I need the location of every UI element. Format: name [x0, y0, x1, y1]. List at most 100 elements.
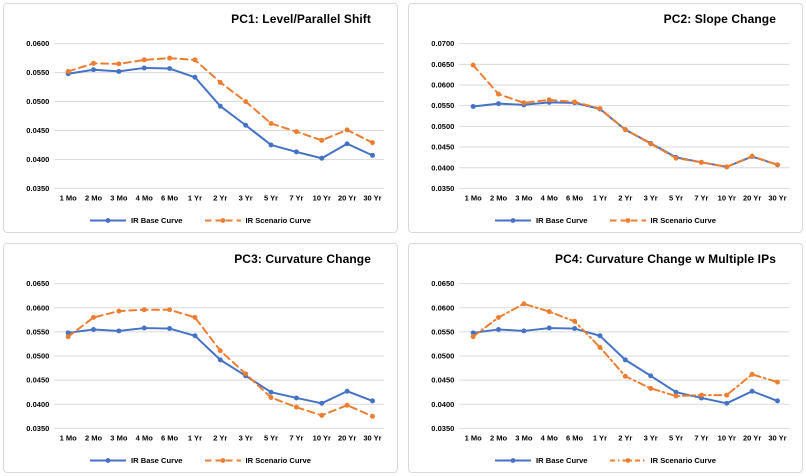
scenario-data-point-marker [370, 140, 375, 146]
x-tick-label: 4 Mo [136, 433, 154, 442]
plot-area: 0.0650 0.0600 0.0550 0.0500 0.0450 0.0400 0.03… [431, 279, 790, 442]
base-data-point-marker [496, 101, 501, 107]
x-tick-label: 7 Yr [694, 433, 708, 442]
x-tick-label: 5 Yr [264, 433, 278, 442]
scenario-data-point-marker [243, 99, 249, 105]
x-tick-label: 3 Yr [644, 193, 658, 202]
scenario-data-point-marker [293, 129, 299, 135]
chart-pc2-slope-change: PC2: Slope Change 0.0700 0.0650 0.0600 0.05… [408, 3, 803, 233]
y-tick-label: 0.0450 [26, 126, 49, 135]
scenario-data-point-marker [572, 318, 578, 324]
x-tick-label: 1 Mo [60, 193, 78, 202]
scenario-data-point-marker [572, 99, 578, 105]
y-tick-label: 0.0350 [26, 424, 49, 433]
scenario-data-point-marker [116, 61, 122, 67]
chart-pc1-level-parallel-shift: PC1: Level/Parallel Shift 0.0600 0.0550 0.… [3, 3, 398, 233]
base-data-point-marker [546, 325, 552, 331]
y-tick-label: 0.0600 [26, 303, 49, 312]
chart-pc4-curvature-change-multiple-ips: PC4: Curvature Change w Multiple IPs 0.0… [408, 243, 803, 473]
y-tick-label: 0.0500 [26, 97, 49, 106]
scenario-data-point-marker [546, 309, 552, 315]
scenario-data-point-marker [344, 402, 350, 408]
x-tick-label: 2 Mo [85, 193, 103, 202]
scenario-data-point-marker [319, 137, 325, 143]
chart-title: PC2: Slope Change [663, 12, 776, 26]
legend-item-ir-scenario-curve: IR Scenario Curve [204, 456, 311, 465]
y-tick-label: 0.0650 [431, 279, 454, 288]
legend-label: IR Base Curve [131, 216, 183, 225]
legend-swatch-marker [625, 218, 630, 223]
y-tick-label: 0.0400 [431, 163, 454, 172]
x-tick-label: 6 Mo [566, 193, 584, 202]
x-tick-label: 5 Yr [669, 433, 683, 442]
x-tick-label: 5 Yr [669, 193, 683, 202]
base-data-point-marker [344, 388, 350, 394]
x-tick-label: 3 Mo [515, 433, 533, 442]
y-tick-label: 0.0600 [431, 303, 454, 312]
scenario-data-point-marker [217, 79, 223, 85]
legend-label: IR Base Curve [536, 456, 588, 465]
base-data-point-marker [217, 103, 223, 109]
scenario-data-point-marker [192, 57, 198, 63]
base-data-point-marker [192, 74, 198, 80]
base-data-point-marker [91, 67, 96, 73]
legend-swatch-marker [625, 458, 630, 463]
scenario-line-swatch [204, 218, 241, 223]
legend: IR Base Curve IR Scenario Curve [409, 216, 802, 225]
y-tick-label: 0.0400 [26, 155, 49, 164]
legend-swatch-marker [220, 458, 225, 463]
base-data-point-marker [521, 328, 527, 334]
scenario-data-point-marker [673, 155, 679, 161]
scenario-data-point-marker [91, 60, 96, 66]
scenario-line-swatch [609, 458, 646, 463]
base-data-point-marker [65, 330, 71, 336]
base-data-point-marker [91, 327, 96, 332]
legend-swatch-marker [510, 458, 516, 463]
base-data-point-marker [724, 400, 730, 406]
scenario-data-point-marker [65, 68, 71, 74]
scenario-data-point-marker [775, 162, 780, 168]
base-data-point-marker [344, 141, 350, 147]
x-tick-label: 30 Yr [363, 433, 381, 442]
plot-area: 0.0600 0.0550 0.0500 0.0450 0.0400 0.0350 1 Mo… [26, 39, 385, 202]
scenario-data-point-marker [344, 127, 350, 133]
x-tick-label: 2 Mo [490, 433, 508, 442]
legend-label: IR Scenario Curve [650, 216, 716, 225]
scenario-data-point-marker [724, 164, 730, 170]
y-tick-label: 0.0500 [431, 122, 454, 131]
y-tick-label: 0.0550 [26, 327, 49, 336]
scenario-data-point-marker [470, 62, 476, 68]
x-tick-label: 3 Yr [239, 193, 253, 202]
y-tick-label: 0.0400 [431, 400, 454, 409]
legend-item-ir-base-curve: IR Base Curve [90, 456, 183, 465]
scenario-data-point-marker [648, 141, 654, 147]
y-tick-label: 0.0500 [26, 352, 49, 361]
base-data-point-marker [192, 333, 198, 339]
x-tick-label: 1 Mo [465, 193, 483, 202]
plot-area: 0.0650 0.0600 0.0550 0.0500 0.0450 0.0400 0.03… [26, 279, 385, 442]
legend: IR Base Curve IR Scenario Curve [409, 456, 802, 465]
scenario-data-point-marker [370, 413, 375, 419]
chart-title: PC4: Curvature Change w Multiple IPs [555, 252, 776, 266]
scenario-data-point-marker [698, 392, 704, 398]
x-tick-label: 4 Mo [541, 433, 559, 442]
x-tick-label: 4 Mo [136, 193, 154, 202]
legend-item-ir-scenario-curve: IR Scenario Curve [609, 456, 716, 465]
x-tick-label: 2 Mo [490, 193, 508, 202]
scenario-data-point-marker [622, 373, 628, 379]
scenario-data-point-marker [673, 393, 679, 399]
x-tick-label: 7 Yr [289, 433, 303, 442]
base-data-point-marker [673, 389, 679, 395]
y-tick-label: 0.0450 [431, 143, 454, 152]
base-data-point-marker [749, 388, 755, 394]
base-line-swatch [90, 218, 127, 223]
x-tick-label: 4 Mo [541, 193, 559, 202]
y-tick-label: 0.0350 [26, 184, 49, 193]
legend-swatch-marker [510, 218, 516, 223]
x-tick-label: 2 Yr [213, 193, 227, 202]
base-line-swatch [90, 458, 127, 463]
scenario-data-point-marker [521, 100, 527, 106]
base-data-point-marker [243, 122, 249, 128]
scenario-data-point-marker [141, 307, 147, 313]
scenario-data-point-marker [217, 348, 223, 354]
